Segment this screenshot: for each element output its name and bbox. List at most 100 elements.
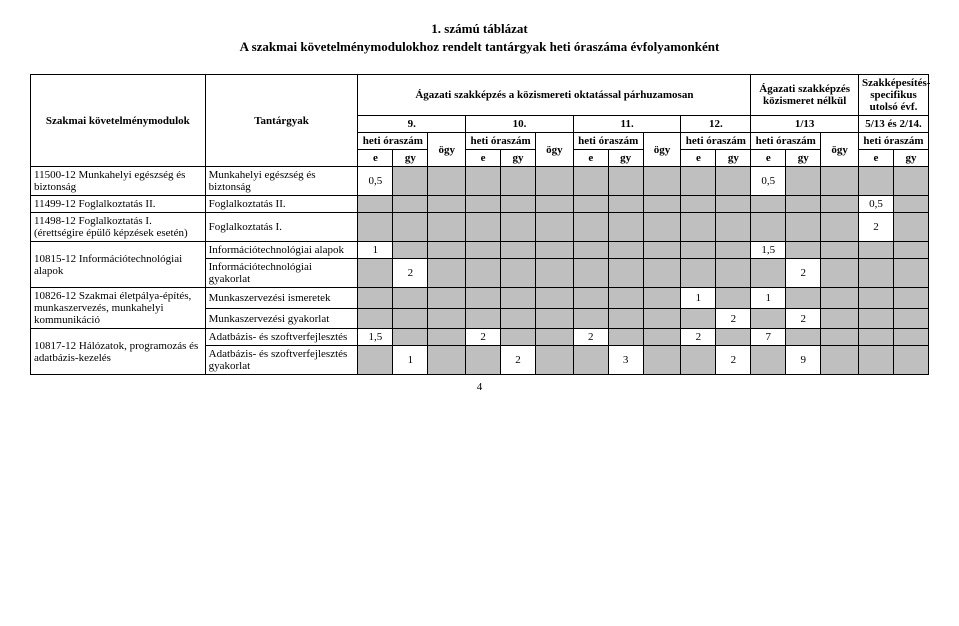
subject-cell: Munkaszervezési gyakorlat bbox=[205, 308, 358, 329]
empty-cell bbox=[393, 213, 428, 242]
empty-cell bbox=[893, 213, 928, 242]
empty-cell bbox=[573, 288, 608, 309]
empty-cell bbox=[821, 167, 859, 196]
subject-cell: Adatbázis- és szoftverfejlesztés bbox=[205, 329, 358, 346]
value-cell: 1,5 bbox=[358, 329, 393, 346]
empty-cell bbox=[859, 167, 894, 196]
empty-cell bbox=[893, 288, 928, 309]
empty-cell bbox=[786, 167, 821, 196]
heti-last: heti óraszám bbox=[859, 133, 929, 150]
empty-cell bbox=[821, 288, 859, 309]
header-row-1: Szakmai követelménymodulok Tantárgyak Ág… bbox=[31, 75, 929, 116]
empty-cell bbox=[643, 213, 681, 242]
group-spec-header: Szakképesítés-specifikus utolsó évf. bbox=[859, 75, 929, 116]
gy-10: gy bbox=[501, 150, 536, 167]
empty-cell bbox=[893, 308, 928, 329]
empty-cell bbox=[821, 308, 859, 329]
empty-cell bbox=[821, 196, 859, 213]
empty-cell bbox=[501, 259, 536, 288]
gy-11: gy bbox=[608, 150, 643, 167]
grade-1-13: 1/13 bbox=[751, 116, 859, 133]
empty-cell bbox=[786, 288, 821, 309]
empty-cell bbox=[643, 167, 681, 196]
empty-cell bbox=[501, 196, 536, 213]
value-cell: 3 bbox=[608, 346, 643, 375]
empty-cell bbox=[428, 213, 466, 242]
ogy-11: ögy bbox=[643, 133, 681, 167]
grade-9: 9. bbox=[358, 116, 466, 133]
empty-cell bbox=[751, 308, 786, 329]
empty-cell bbox=[608, 242, 643, 259]
module-cell: 10826-12 Szakmai életpálya-építés, munka… bbox=[31, 288, 206, 329]
empty-cell bbox=[681, 308, 716, 329]
empty-cell bbox=[716, 259, 751, 288]
empty-cell bbox=[428, 242, 466, 259]
empty-cell bbox=[573, 167, 608, 196]
empty-cell bbox=[573, 346, 608, 375]
empty-cell bbox=[859, 308, 894, 329]
empty-cell bbox=[428, 329, 466, 346]
empty-cell bbox=[535, 196, 573, 213]
empty-cell bbox=[428, 167, 466, 196]
empty-cell bbox=[393, 329, 428, 346]
empty-cell bbox=[786, 242, 821, 259]
value-cell: 2 bbox=[393, 259, 428, 288]
empty-cell bbox=[751, 213, 786, 242]
gy-9: gy bbox=[393, 150, 428, 167]
gy-13: gy bbox=[786, 150, 821, 167]
module-cell: 10815-12 Információtechnológiai alapok bbox=[31, 242, 206, 288]
empty-cell bbox=[821, 259, 859, 288]
empty-cell bbox=[821, 329, 859, 346]
empty-cell bbox=[608, 329, 643, 346]
empty-cell bbox=[681, 213, 716, 242]
value-cell: 1 bbox=[393, 346, 428, 375]
subject-cell: Foglalkoztatás I. bbox=[205, 213, 358, 242]
empty-cell bbox=[893, 329, 928, 346]
ogy-13: ögy bbox=[821, 133, 859, 167]
empty-cell bbox=[716, 167, 751, 196]
empty-cell bbox=[681, 196, 716, 213]
value-cell: 2 bbox=[786, 308, 821, 329]
empty-cell bbox=[358, 308, 393, 329]
subject-cell: Információtechnológiai alapok bbox=[205, 242, 358, 259]
empty-cell bbox=[466, 196, 501, 213]
empty-cell bbox=[751, 196, 786, 213]
e-12: e bbox=[681, 150, 716, 167]
empty-cell bbox=[535, 213, 573, 242]
empty-cell bbox=[535, 167, 573, 196]
empty-cell bbox=[535, 259, 573, 288]
value-cell: 2 bbox=[716, 308, 751, 329]
empty-cell bbox=[466, 242, 501, 259]
empty-cell bbox=[608, 213, 643, 242]
value-cell: 2 bbox=[573, 329, 608, 346]
empty-cell bbox=[893, 242, 928, 259]
module-cell: 11500-12 Munkahelyi egészség és biztonsá… bbox=[31, 167, 206, 196]
title-line-2: A szakmai követelménymodulokhoz rendelt … bbox=[30, 38, 929, 56]
table-row: 10815-12 Információtechnológiai alapok I… bbox=[31, 242, 929, 259]
empty-cell bbox=[643, 242, 681, 259]
empty-cell bbox=[751, 346, 786, 375]
heti-13: heti óraszám bbox=[751, 133, 821, 150]
module-cell: 10817-12 Hálózatok, programozás és adatb… bbox=[31, 329, 206, 375]
empty-cell bbox=[786, 213, 821, 242]
value-cell: 9 bbox=[786, 346, 821, 375]
empty-cell bbox=[573, 242, 608, 259]
empty-cell bbox=[358, 259, 393, 288]
empty-cell bbox=[501, 288, 536, 309]
empty-cell bbox=[358, 196, 393, 213]
e-13: e bbox=[751, 150, 786, 167]
empty-cell bbox=[358, 288, 393, 309]
empty-cell bbox=[501, 242, 536, 259]
empty-cell bbox=[859, 259, 894, 288]
value-cell: 2 bbox=[786, 259, 821, 288]
empty-cell bbox=[643, 196, 681, 213]
table-row: 11500-12 Munkahelyi egészség és biztonsá… bbox=[31, 167, 929, 196]
empty-cell bbox=[859, 346, 894, 375]
col-module-header: Szakmai követelménymodulok bbox=[31, 75, 206, 167]
heti-9: heti óraszám bbox=[358, 133, 428, 150]
empty-cell bbox=[716, 242, 751, 259]
ogy-9: ögy bbox=[428, 133, 466, 167]
gy-12: gy bbox=[716, 150, 751, 167]
empty-cell bbox=[893, 346, 928, 375]
main-table: Szakmai követelménymodulok Tantárgyak Ág… bbox=[30, 74, 929, 375]
